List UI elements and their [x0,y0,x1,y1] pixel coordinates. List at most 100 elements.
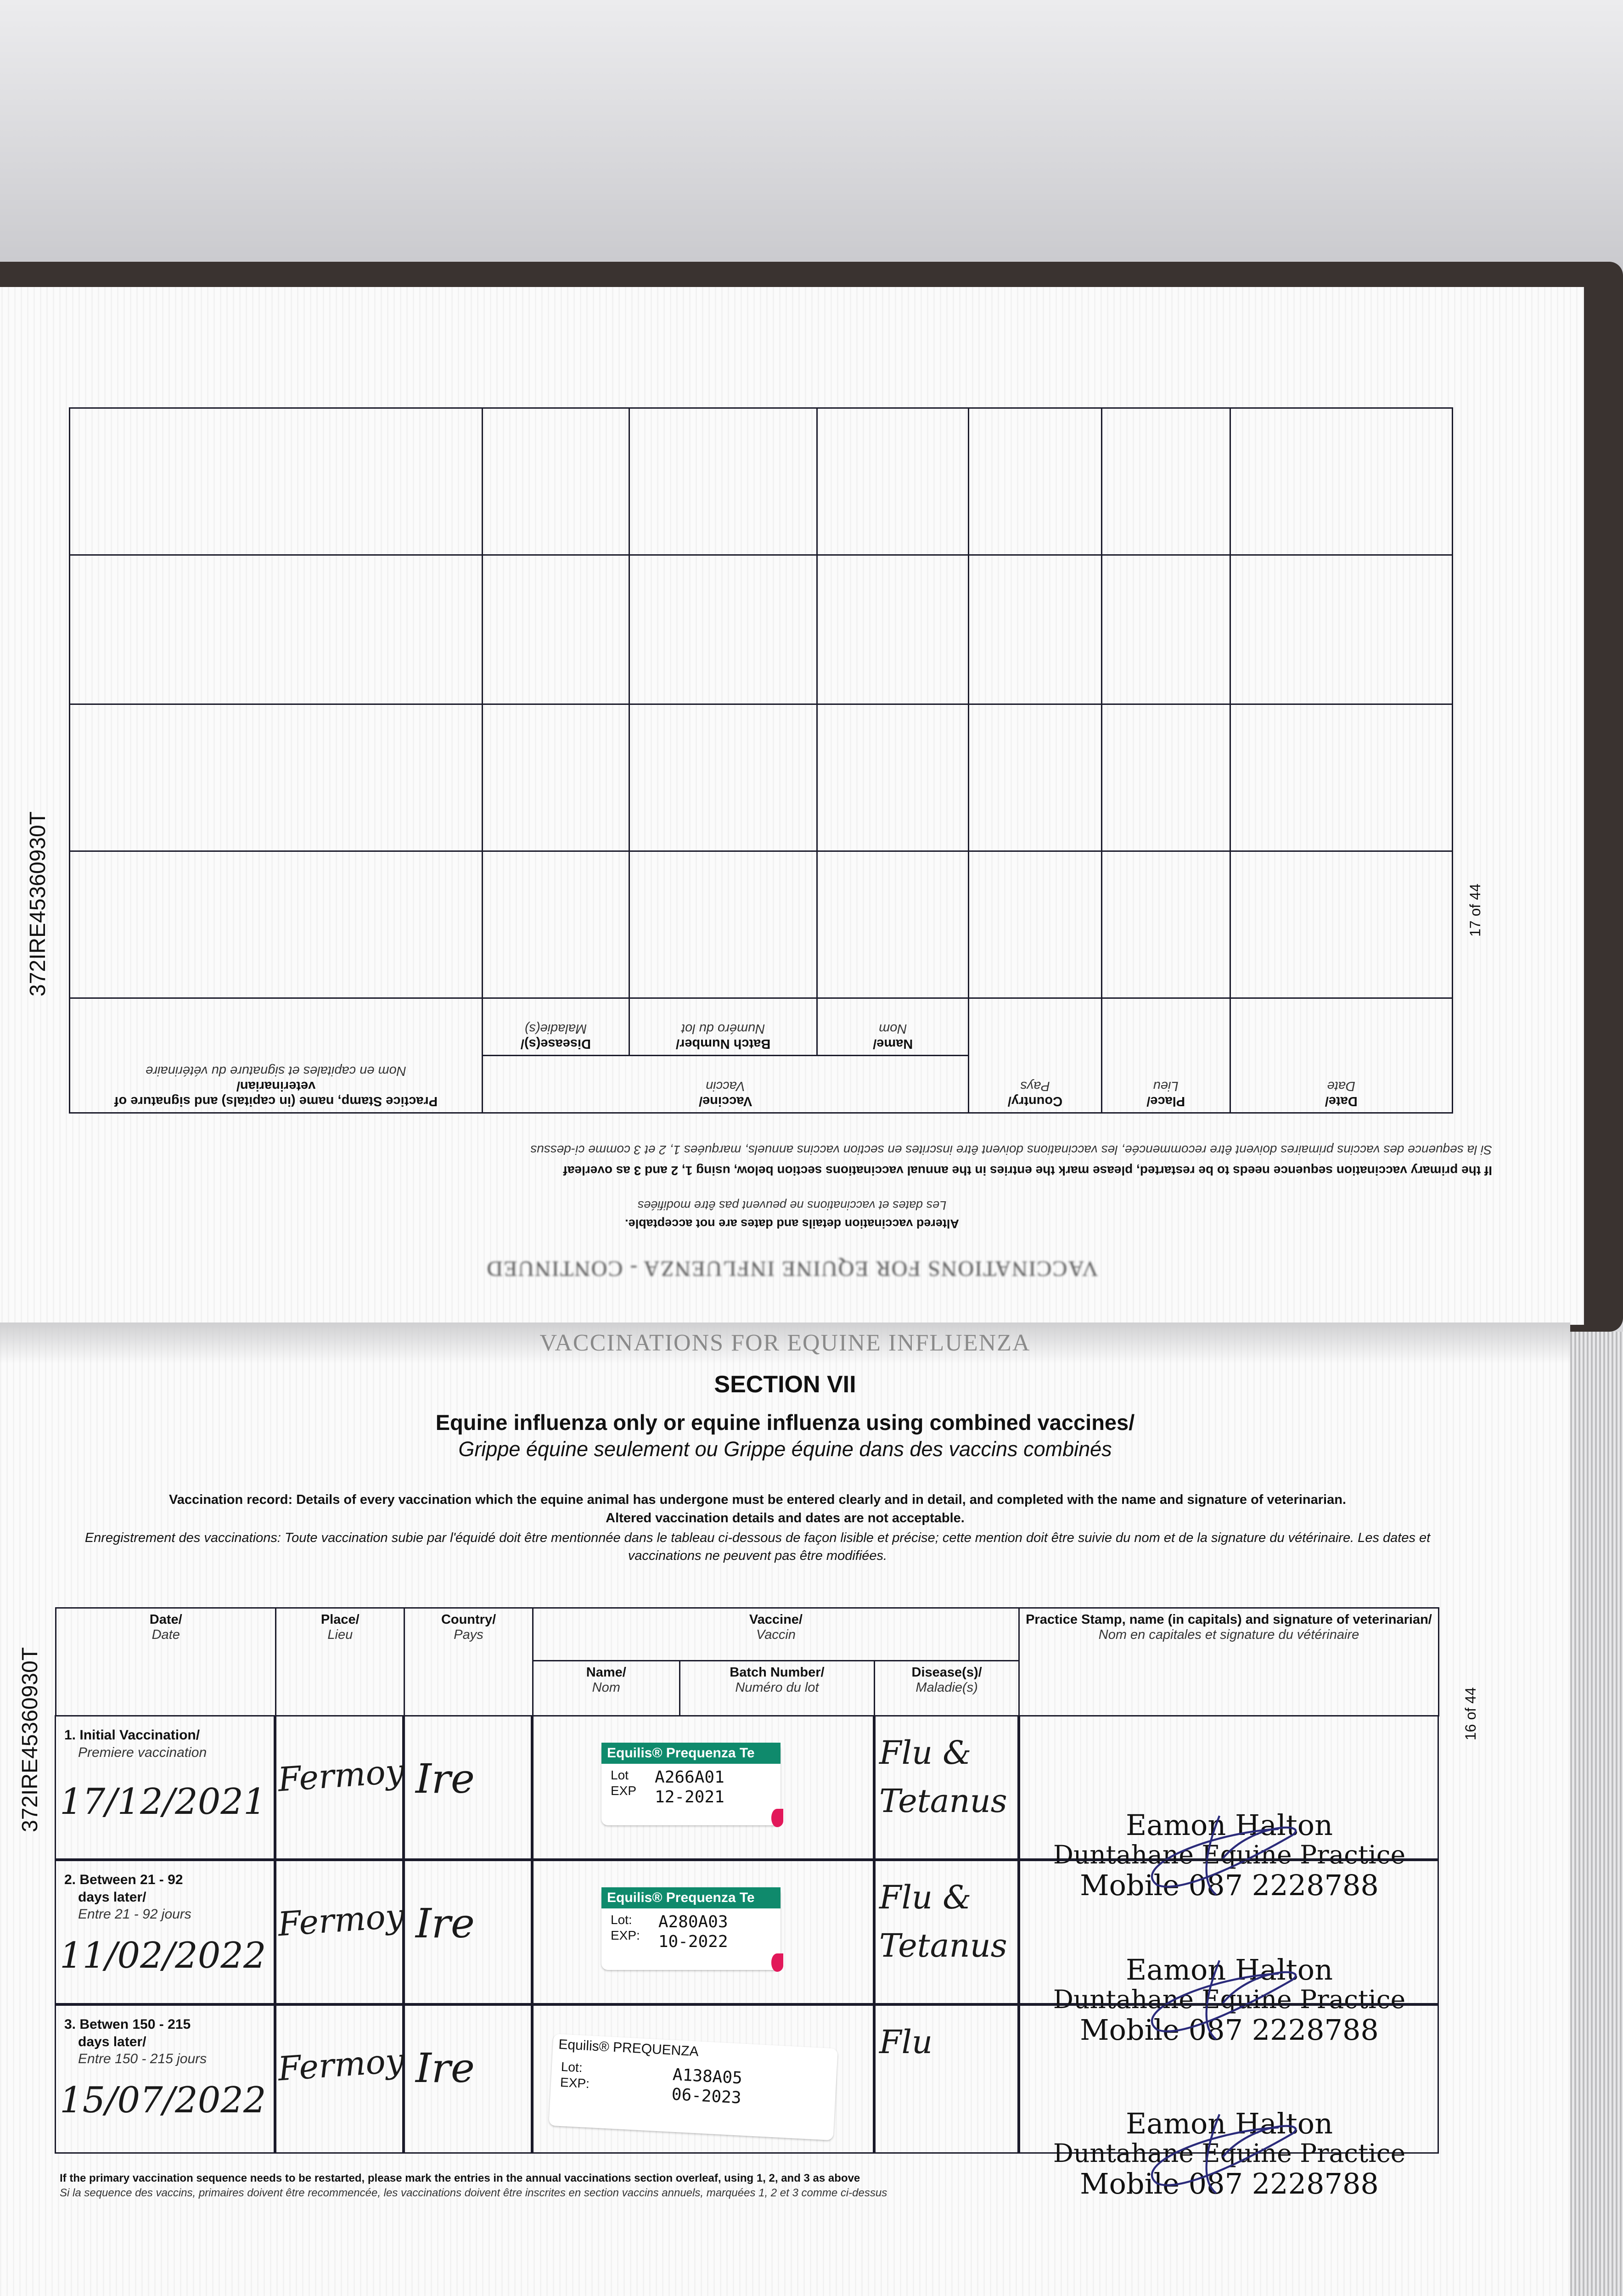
date-handwritten: 15/07/2022 [60,2080,266,2121]
table-cell [275,1860,404,2004]
page-fold-shadow [0,1322,1570,1364]
date-handwritten: 17/12/2021 [60,1781,266,1823]
lot-label: Lot: [561,2059,583,2075]
vet-phone: Mobile 087 2228788 [1080,2013,1379,2047]
empty-row [69,704,1453,851]
primary-vaccination-table: Date/Date Place/Lieu Country/Pays Vaccin… [55,1607,1440,1716]
bottom-page: VACCINATIONS FOR EQUINE INFLUENZA SECTIO… [0,1322,1570,2296]
header-stamp: Practice Stamp, name (in capitals) and s… [1018,1607,1440,1716]
header-batch: Batch Number/Numéro du lot [679,1660,876,1716]
place-handwritten: Fermoy [276,1751,405,1799]
table-cell [275,1715,404,1860]
header-name: Name/Nom [817,998,969,1056]
running-header: VACCINATIONS FOR EQUINE INFLUENZA - CONT… [486,1256,1098,1281]
header-stamp: Practice Stamp, name (in capitals) and s… [69,998,483,1113]
vaccination-row: 3. Betwen 150 - 215 days later/Entre 150 … [0,2004,1570,2200]
header-disease: Disease(s)/Maladie(s) [482,998,629,1056]
section-title: SECTION VII [714,1371,856,1398]
row-label: 1. Initial Vaccination/Premiere vaccinat… [64,1728,207,1760]
practice-stamp: Eamon Halton Duntahane Equine Practice M… [1024,2108,1435,2200]
disease-handwritten: Flu & Tetanus [879,1879,1007,1964]
vaccine-batch-sticker: Equilis® PREQUENZA Lot: EXP: A138A05 06-20… [549,2033,838,2141]
table-cell [55,1715,275,1860]
table-cell [275,2004,404,2154]
table-cell [55,2004,275,2154]
header-country: Country/Pays [968,998,1102,1113]
lot-label: Lot: [611,1913,632,1927]
country-handwritten: Ire [416,1900,475,1947]
vaccine-batch-sticker: Equilis® Prequenza Te Lot: EXP: A280A03 10… [601,1887,783,1972]
header-date: Date/Date [1230,998,1453,1113]
notice-fr: Les dates et vaccinations ne peuvent pas… [637,1199,947,1212]
intro-fr: Enregistrement des vaccinations: Toute v… [84,1531,1431,1564]
practice-name: Duntahane Equine Practice [1053,1840,1406,1870]
running-header: VACCINATIONS FOR EQUINE INFLUENZA [539,1330,1031,1356]
header-batch: Batch Number/Numéro du lot [629,998,817,1056]
intro-en-altered: Altered vaccination details and dates ar… [606,1511,965,1525]
vet-phone: Mobile 087 2228788 [1080,2167,1379,2201]
top-page-upside-down: VACCINATIONS FOR EQUINE INFLUENZA - CONT… [0,287,1584,1325]
vaccination-row: 1. Initial Vaccination/Premiere vaccinat… [0,1715,1570,1901]
page-edges [1570,1332,1623,2296]
table-cell [1019,1715,1439,1860]
intro-en: Vaccination record: Details of every vac… [169,1492,1346,1507]
empty-row [69,408,1453,555]
header-vaccine: Vaccine/Vaccin [482,1055,969,1113]
expiry: 10-2022 [658,1932,728,1952]
page-number-top: 17 of 44 [1467,884,1483,937]
exp-label: EXP: [560,2075,590,2091]
batch-number: A266A01 [655,1768,724,1787]
table-cell [1019,2004,1439,2154]
exp-label: EXP: [611,1928,640,1942]
table-cell [404,2004,532,2154]
disease-handwritten: Flu & Tetanus [879,1734,1007,1820]
header-date: Date/Date [55,1607,277,1716]
header-vaccine: Vaccine/Vaccin [532,1607,1020,1661]
restart-note-fr: Si la sequence des vaccins primaires doi… [530,1143,1492,1157]
footer-en: If the primary vaccination sequence need… [60,2172,860,2184]
batch-number: A280A03 [658,1913,728,1931]
table-cell [874,1715,1019,1860]
exp-label: EXP [611,1783,637,1798]
expiry: 12-2021 [655,1788,724,1807]
scanner-background [0,0,1623,276]
restart-note-en: If the primary vaccination sequence need… [563,1164,1492,1178]
row-label: 3. Betwen 150 - 215 days later/Entre 150 … [64,2017,207,2066]
empty-row [69,555,1453,704]
practice-stamp: Eamon Halton Duntahane Equine Practice M… [1024,1954,1435,2046]
header-country: Country/Pays [404,1607,534,1716]
disease-handwritten: Flu [879,2023,933,2061]
place-handwritten: Fermoy [276,1896,405,1944]
title-fr: Grippe équine seulement ou Grippe équine… [458,1437,1112,1461]
date-handwritten: 11/02/2022 [60,1935,266,1976]
practice-name: Duntahane Equine Practice [1053,2138,1406,2168]
table-cell [404,1860,532,2004]
table-cell [532,2004,874,2154]
title-en: Equine influenza only or equine influenz… [435,1410,1135,1435]
vaccine-name: Equilis® Prequenza Te [601,1887,781,1908]
document-id-top: 372IRE45360930T [26,811,50,996]
vet-signature [1151,1815,1297,1896]
header-disease: Disease(s)/Maladie(s) [874,1660,1020,1716]
expiry: 06-2023 [671,2085,742,2108]
table-cell [1019,1860,1439,2004]
table-cell [55,1860,275,2004]
practice-stamp: Eamon Halton Duntahane Equine Practice M… [1024,1809,1435,1902]
table-cell [874,2004,1019,2154]
vaccine-name: Equilis® Prequenza Te [601,1743,781,1764]
document-id-bottom: 372IRE45360930T [18,1647,42,1832]
header-place: Place/Lieu [1101,998,1230,1113]
country-handwritten: Ire [416,1755,475,1802]
table-cell [404,1715,532,1860]
annual-vaccination-table: Date/Date Place/Lieu Country/Pays Vaccin… [69,407,1453,1114]
table-cell [874,1860,1019,2004]
vet-phone: Mobile 087 2228788 [1080,1868,1379,1902]
place-handwritten: Fermoy [276,2041,405,2088]
row-label: 2. Between 21 - 92 days later/Entre 21 - … [64,1872,191,1922]
header-place: Place/Lieu [275,1607,405,1716]
practice-name: Duntahane Equine Practice [1053,1985,1406,2015]
footer-fr: Si la sequence des vaccins, primaires do… [60,2187,887,2199]
sticker-pink-corner [771,1809,783,1827]
vet-signature [1151,1960,1297,2040]
page-number-bottom: 16 of 44 [1462,1687,1479,1740]
